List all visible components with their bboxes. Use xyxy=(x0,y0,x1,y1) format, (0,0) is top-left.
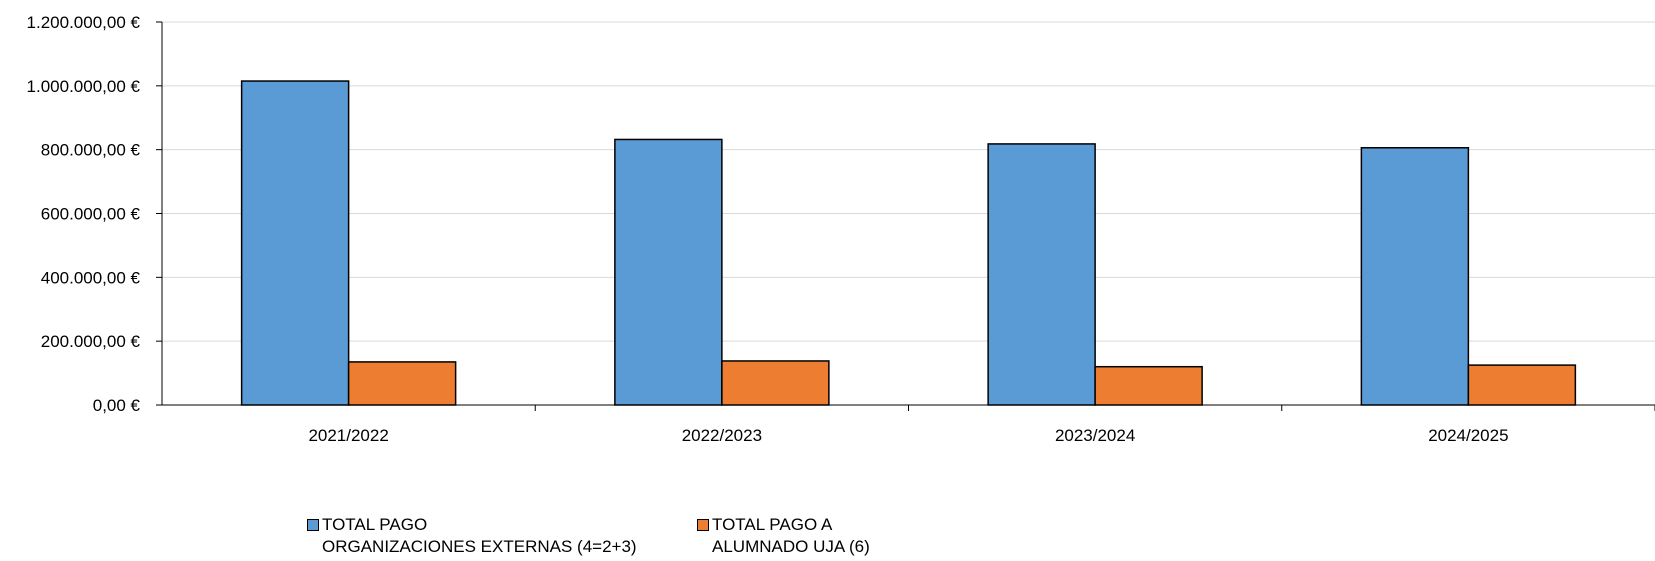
bar-1-2023-2024 xyxy=(987,143,1096,406)
bar-1-2021-2022 xyxy=(240,80,350,406)
x-tick-label: 2022/2023 xyxy=(682,426,762,445)
x-tick-label: 2023/2024 xyxy=(1055,426,1135,445)
bar-1-2022-2023 xyxy=(614,138,723,406)
bars xyxy=(240,80,1577,406)
axes xyxy=(161,22,1655,406)
x-tick-label: 2024/2025 xyxy=(1428,426,1508,445)
legend-swatch-series-2 xyxy=(697,519,709,531)
bar-2-2022-2023 xyxy=(721,360,830,406)
bar-1-2024-2025 xyxy=(1360,147,1470,406)
legend-swatch-series-1 xyxy=(307,519,319,531)
legend-label-series-1: TOTAL PAGO ORGANIZACIONES EXTERNAS (4=2+… xyxy=(322,515,637,556)
y-tick-label: 1.200.000,00 € xyxy=(27,13,141,32)
bar-2-2021-2022 xyxy=(347,361,457,406)
y-tick-label: 400.000,00 € xyxy=(41,268,141,287)
y-tick-label: 200.000,00 € xyxy=(41,332,141,351)
legend-item-series-2: TOTAL PAGO A ALUMNADO UJA (6) xyxy=(697,514,870,558)
y-tick-label: 0,00 € xyxy=(93,396,141,415)
y-tick-label: 600.000,00 € xyxy=(41,205,141,224)
x-axis-tick-labels: 2021/2022 2022/2023 2023/2024 2024/2025 xyxy=(308,405,1655,445)
bar-2-2024-2025 xyxy=(1467,364,1577,406)
x-tick-label: 2021/2022 xyxy=(308,426,388,445)
y-axis-tick-labels: 0,00 € 200.000,00 € 400.000,00 € 600.000,00… xyxy=(27,13,141,415)
legend-label-series-2: TOTAL PAGO A ALUMNADO UJA (6) xyxy=(712,515,870,556)
legend-item-series-1: TOTAL PAGO ORGANIZACIONES EXTERNAS (4=2+… xyxy=(307,514,637,558)
y-tick-label: 1.000.000,00 € xyxy=(27,77,141,96)
bar-2-2023-2024 xyxy=(1094,365,1203,406)
y-tick-label: 800.000,00 € xyxy=(41,141,141,160)
